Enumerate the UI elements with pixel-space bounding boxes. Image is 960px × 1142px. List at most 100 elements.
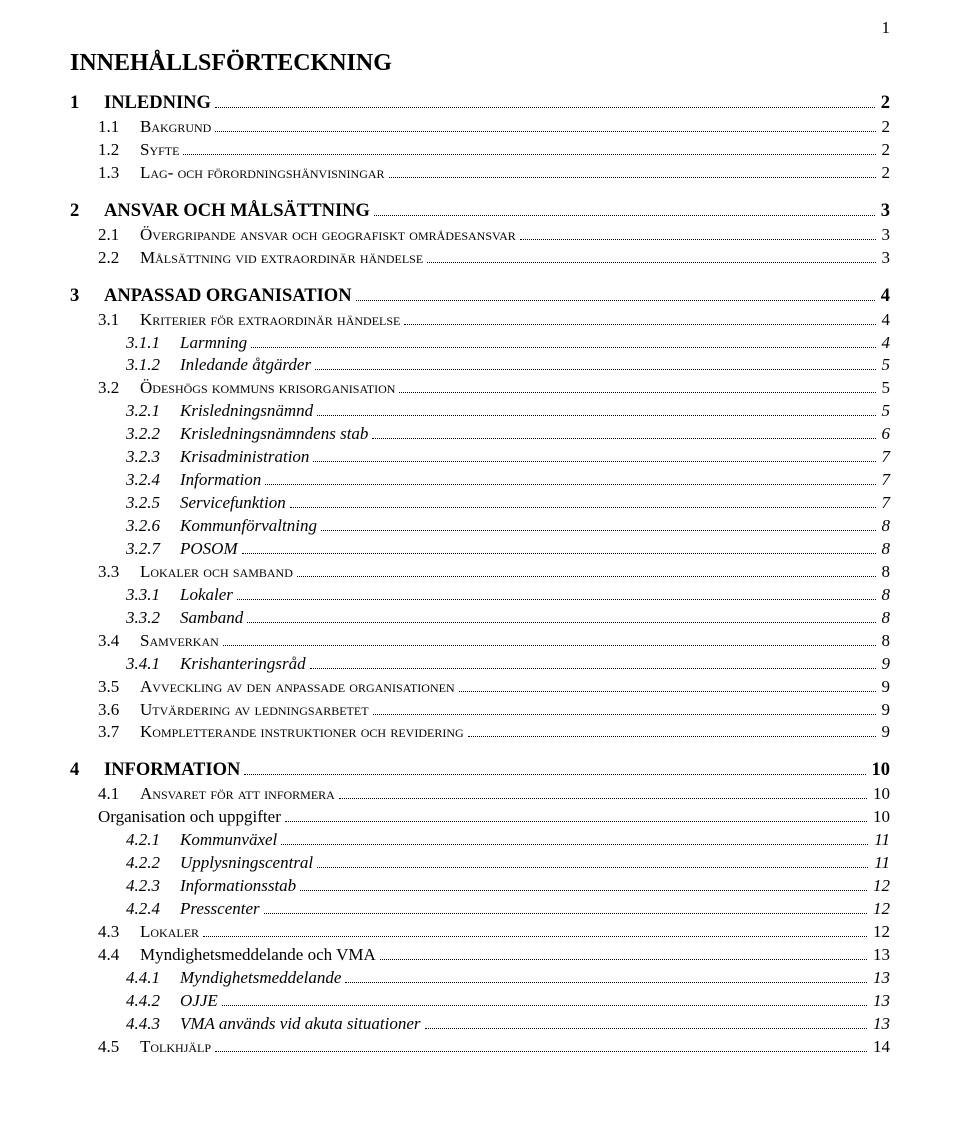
toc-entry-page: 10 [870, 758, 891, 783]
toc-entry[interactable]: 4.2.3Informationsstab12 [126, 875, 890, 898]
toc-entry-page: 13 [871, 967, 890, 990]
toc-leader-dots [297, 576, 876, 577]
toc-entry[interactable]: 3.1.2Inledande åtgärder5 [126, 354, 890, 377]
toc-entry[interactable]: 3.2Ödeshögs kommuns krisorganisation5 [98, 377, 890, 400]
toc-entry-page: 6 [880, 423, 891, 446]
toc-entry-page: 8 [880, 515, 891, 538]
toc-entry[interactable]: 3.7Kompletterande instruktioner och revi… [98, 721, 890, 744]
toc-entry[interactable]: 2ANSVAR OCH MÅLSÄTTNING3 [70, 199, 890, 224]
toc-entry[interactable]: Organisation och uppgifter10 [98, 806, 890, 829]
toc-entry-page: 10 [871, 806, 890, 829]
toc-entry[interactable]: 4.5Tolkhjälp 14 [98, 1036, 890, 1059]
toc-leader-dots [290, 507, 876, 508]
toc-leader-dots [356, 300, 875, 301]
toc-entry-page: 8 [880, 584, 891, 607]
toc-entry[interactable]: 4.4.1Myndighetsmeddelande13 [126, 967, 890, 990]
toc-leader-dots [404, 324, 875, 325]
toc-entry-number: 3.5 [98, 676, 140, 699]
toc-leader-dots [317, 415, 875, 416]
toc-leader-dots [247, 622, 875, 623]
toc-entry[interactable]: 2.1Övergripande ansvar och geografiskt o… [98, 224, 890, 247]
toc-entry[interactable]: 4.4.3VMA används vid akuta situationer13 [126, 1013, 890, 1036]
toc-entry-number: 1.2 [98, 139, 140, 162]
toc-leader-dots [313, 461, 875, 462]
toc-entry-page: 12 [871, 921, 890, 944]
toc-entry-label: Målsättning vid extraordinär händelse [140, 247, 423, 270]
toc-entry[interactable]: 4.1Ansvaret för att informera10 [98, 783, 890, 806]
toc-entry[interactable]: 4.3Lokaler12 [98, 921, 890, 944]
toc-entry[interactable]: 1.3Lag- och förordningshänvisningar2 [98, 162, 890, 185]
toc-entry-number: 4.1 [98, 783, 140, 806]
toc-leader-dots [223, 645, 876, 646]
toc-entry[interactable]: 3.4Samverkan8 [98, 630, 890, 653]
toc-entry[interactable]: 3.6Utvärdering av ledningsarbetet9 [98, 699, 890, 722]
toc-entry[interactable]: 3.2.6Kommunförvaltning8 [126, 515, 890, 538]
toc-entry[interactable]: 4.4.2OJJE13 [126, 990, 890, 1013]
toc-entry-number: 4.2.1 [126, 829, 180, 852]
toc-leader-dots [203, 936, 867, 937]
toc-entry-number: 4.2.2 [126, 852, 180, 875]
toc-entry-number: 3.1.1 [126, 332, 180, 355]
toc-entry-label: Ansvaret för att informera [140, 783, 335, 806]
toc-entry[interactable]: 4.2.1Kommunväxel11 [126, 829, 890, 852]
toc-leader-dots [215, 1051, 867, 1052]
toc-entry[interactable]: 4.4Myndighetsmeddelande och VMA13 [98, 944, 890, 967]
toc-entry-page: 9 [880, 699, 891, 722]
toc-entry[interactable]: 4INFORMATION10 [70, 758, 890, 783]
toc-entry-page: 4 [880, 332, 891, 355]
toc-entry-label: Samband [180, 607, 243, 630]
toc-entry-label: Bakgrund [140, 116, 211, 139]
toc-leader-dots [399, 392, 875, 393]
toc-entry[interactable]: 3.4.1Krishanteringsråd9 [126, 653, 890, 676]
toc-entry[interactable]: 3.2.1Krisledningsnämnd5 [126, 400, 890, 423]
toc-entry-page: 8 [880, 630, 891, 653]
toc-entry-page: 2 [879, 91, 890, 116]
toc-entry-page: 4 [879, 284, 890, 309]
toc-entry[interactable]: 3.1.1Larmning 4 [126, 332, 890, 355]
toc-entry-page: 3 [880, 224, 891, 247]
toc-container: 1INLEDNING21.1Bakgrund21.2Syfte21.3Lag- … [70, 91, 890, 1059]
toc-entry[interactable]: 3ANPASSAD ORGANISATION4 [70, 284, 890, 309]
toc-entry-label: Larmning [180, 332, 247, 355]
toc-entry[interactable]: 3.2.4Information7 [126, 469, 890, 492]
toc-entry[interactable]: 2.2Målsättning vid extraordinär händelse… [98, 247, 890, 270]
toc-entry[interactable]: 3.3.2Samband8 [126, 607, 890, 630]
toc-leader-dots [183, 154, 875, 155]
toc-entry[interactable]: 4.2.2Upplysningscentral11 [126, 852, 890, 875]
toc-leader-dots [222, 1005, 867, 1006]
toc-leader-dots [374, 215, 875, 216]
toc-entry-page: 7 [880, 446, 891, 469]
toc-entry[interactable]: 3.2.7POSOM8 [126, 538, 890, 561]
toc-entry[interactable]: 3.3Lokaler och samband8 [98, 561, 890, 584]
toc-entry-page: 11 [872, 852, 890, 875]
toc-entry-page: 2 [880, 162, 891, 185]
toc-entry-number: 4.5 [98, 1036, 140, 1059]
toc-entry-label: Tolkhjälp [140, 1036, 211, 1059]
toc-entry-label: Avveckling av den anpassade organisation… [140, 676, 455, 699]
toc-entry[interactable]: 1.2Syfte2 [98, 139, 890, 162]
toc-leader-dots [215, 107, 875, 108]
toc-entry-page: 5 [880, 354, 891, 377]
toc-entry[interactable]: 3.2.2Krisledningsnämndens stab6 [126, 423, 890, 446]
toc-leader-dots [264, 913, 867, 914]
toc-entry[interactable]: 4.2.4Presscenter12 [126, 898, 890, 921]
toc-entry-label: Krisledningsnämndens stab [180, 423, 368, 446]
toc-entry-page: 8 [880, 538, 891, 561]
toc-entry-label: ANPASSAD ORGANISATION [104, 284, 352, 309]
toc-entry[interactable]: 3.2.3Krisadministration7 [126, 446, 890, 469]
toc-leader-dots [265, 484, 875, 485]
toc-entry-number: 3.3 [98, 561, 140, 584]
page: 1 INNEHÅLLSFÖRTECKNING 1INLEDNING21.1Bak… [0, 0, 960, 1099]
toc-entry[interactable]: 3.5Avveckling av den anpassade organisat… [98, 676, 890, 699]
toc-entry-page: 14 [871, 1036, 890, 1059]
toc-entry[interactable]: 1INLEDNING2 [70, 91, 890, 116]
toc-entry-page: 8 [880, 607, 891, 630]
toc-entry-number: 3.2.1 [126, 400, 180, 423]
toc-entry[interactable]: 3.3.1Lokaler8 [126, 584, 890, 607]
toc-leader-dots [425, 1028, 868, 1029]
toc-entry[interactable]: 3.1Kriterier för extraordinär händelse4 [98, 309, 890, 332]
toc-entry-page: 4 [880, 309, 891, 332]
toc-entry-page: 7 [880, 492, 891, 515]
toc-entry[interactable]: 1.1Bakgrund2 [98, 116, 890, 139]
toc-entry[interactable]: 3.2.5Servicefunktion7 [126, 492, 890, 515]
